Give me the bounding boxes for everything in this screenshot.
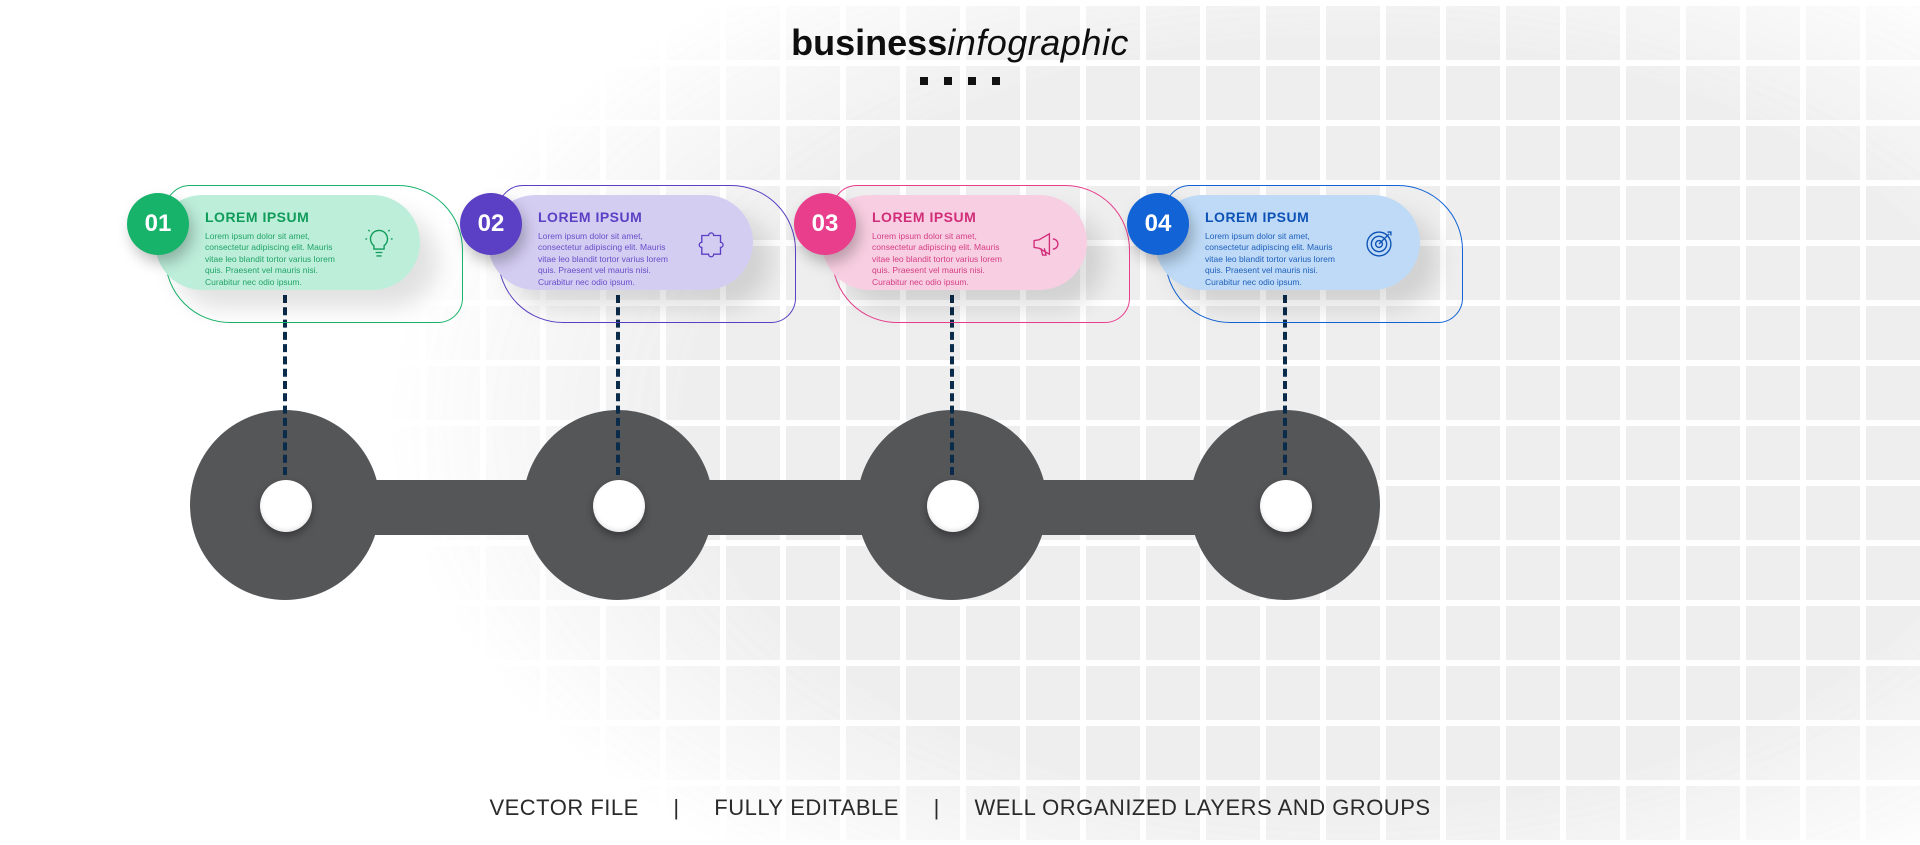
step-2-badge: 02 — [460, 193, 522, 255]
footer-item-3-thin: LAYERS AND GROUPS — [1177, 795, 1430, 820]
step-1: 01 LOREM IPSUM Lorem ipsum dolor sit ame… — [155, 175, 445, 305]
step-1-badge: 01 — [127, 193, 189, 255]
footer-tagline: VECTOR FILE | FULLY EDITABLE | WELL ORGA… — [0, 795, 1920, 821]
puzzle-icon — [695, 227, 729, 261]
footer-item-2-strong: FULLY — [714, 795, 783, 820]
step-1-number: 01 — [145, 210, 172, 238]
title-bold: business — [791, 22, 947, 63]
step-2: 02 LOREM IPSUM Lorem ipsum dolor sit ame… — [488, 175, 778, 305]
title-light: infographic — [947, 22, 1129, 63]
target-icon — [1362, 227, 1396, 261]
step-2-number: 02 — [478, 210, 505, 238]
footer-item-1-strong: VECTOR — [489, 795, 583, 820]
footer-item-2-thin: EDITABLE — [784, 795, 899, 820]
step-4: 04 LOREM IPSUM Lorem ipsum dolor sit ame… — [1155, 175, 1445, 305]
step-2-heading: LOREM IPSUM — [538, 209, 683, 225]
step-3-pill: 03 LOREM IPSUM Lorem ipsum dolor sit ame… — [822, 195, 1087, 290]
timeline-node-2-dot — [593, 480, 645, 532]
step-3: 03 LOREM IPSUM Lorem ipsum dolor sit ame… — [822, 175, 1112, 305]
step-1-body: Lorem ipsum dolor sit amet, consectetur … — [205, 231, 350, 288]
timeline-node-4-dot — [1260, 480, 1312, 532]
step-4-badge: 04 — [1127, 193, 1189, 255]
step-3-badge: 03 — [794, 193, 856, 255]
footer-item-3-strong: WELL ORGANIZED — [974, 795, 1177, 820]
step-3-heading: LOREM IPSUM — [872, 209, 1017, 225]
timeline-base — [190, 410, 1790, 600]
footer-item-1-thin: FILE — [584, 795, 639, 820]
step-1-pill: 01 LOREM IPSUM Lorem ipsum dolor sit ame… — [155, 195, 420, 290]
step-4-number: 04 — [1145, 210, 1172, 238]
step-2-pill: 02 LOREM IPSUM Lorem ipsum dolor sit ame… — [488, 195, 753, 290]
footer-sep-2: | — [934, 795, 940, 820]
megaphone-icon — [1029, 227, 1063, 261]
timeline-node-3-dot — [927, 480, 979, 532]
step-3-body: Lorem ipsum dolor sit amet, consectetur … — [872, 231, 1017, 288]
page-title: businessinfographic — [0, 22, 1920, 64]
timeline-bar — [285, 480, 1285, 535]
step-4-body: Lorem ipsum dolor sit amet, consectetur … — [1205, 231, 1350, 288]
infographic-canvas: businessinfographic 01 LOREM IPSUM Lorem… — [0, 0, 1920, 845]
timeline-node-1-dot — [260, 480, 312, 532]
step-4-heading: LOREM IPSUM — [1205, 209, 1350, 225]
lightbulb-icon — [362, 227, 396, 261]
step-2-body: Lorem ipsum dolor sit amet, consectetur … — [538, 231, 683, 288]
title-dots — [0, 72, 1920, 90]
step-4-pill: 04 LOREM IPSUM Lorem ipsum dolor sit ame… — [1155, 195, 1420, 290]
footer-sep-1: | — [673, 795, 679, 820]
step-1-heading: LOREM IPSUM — [205, 209, 350, 225]
step-3-number: 03 — [812, 210, 839, 238]
